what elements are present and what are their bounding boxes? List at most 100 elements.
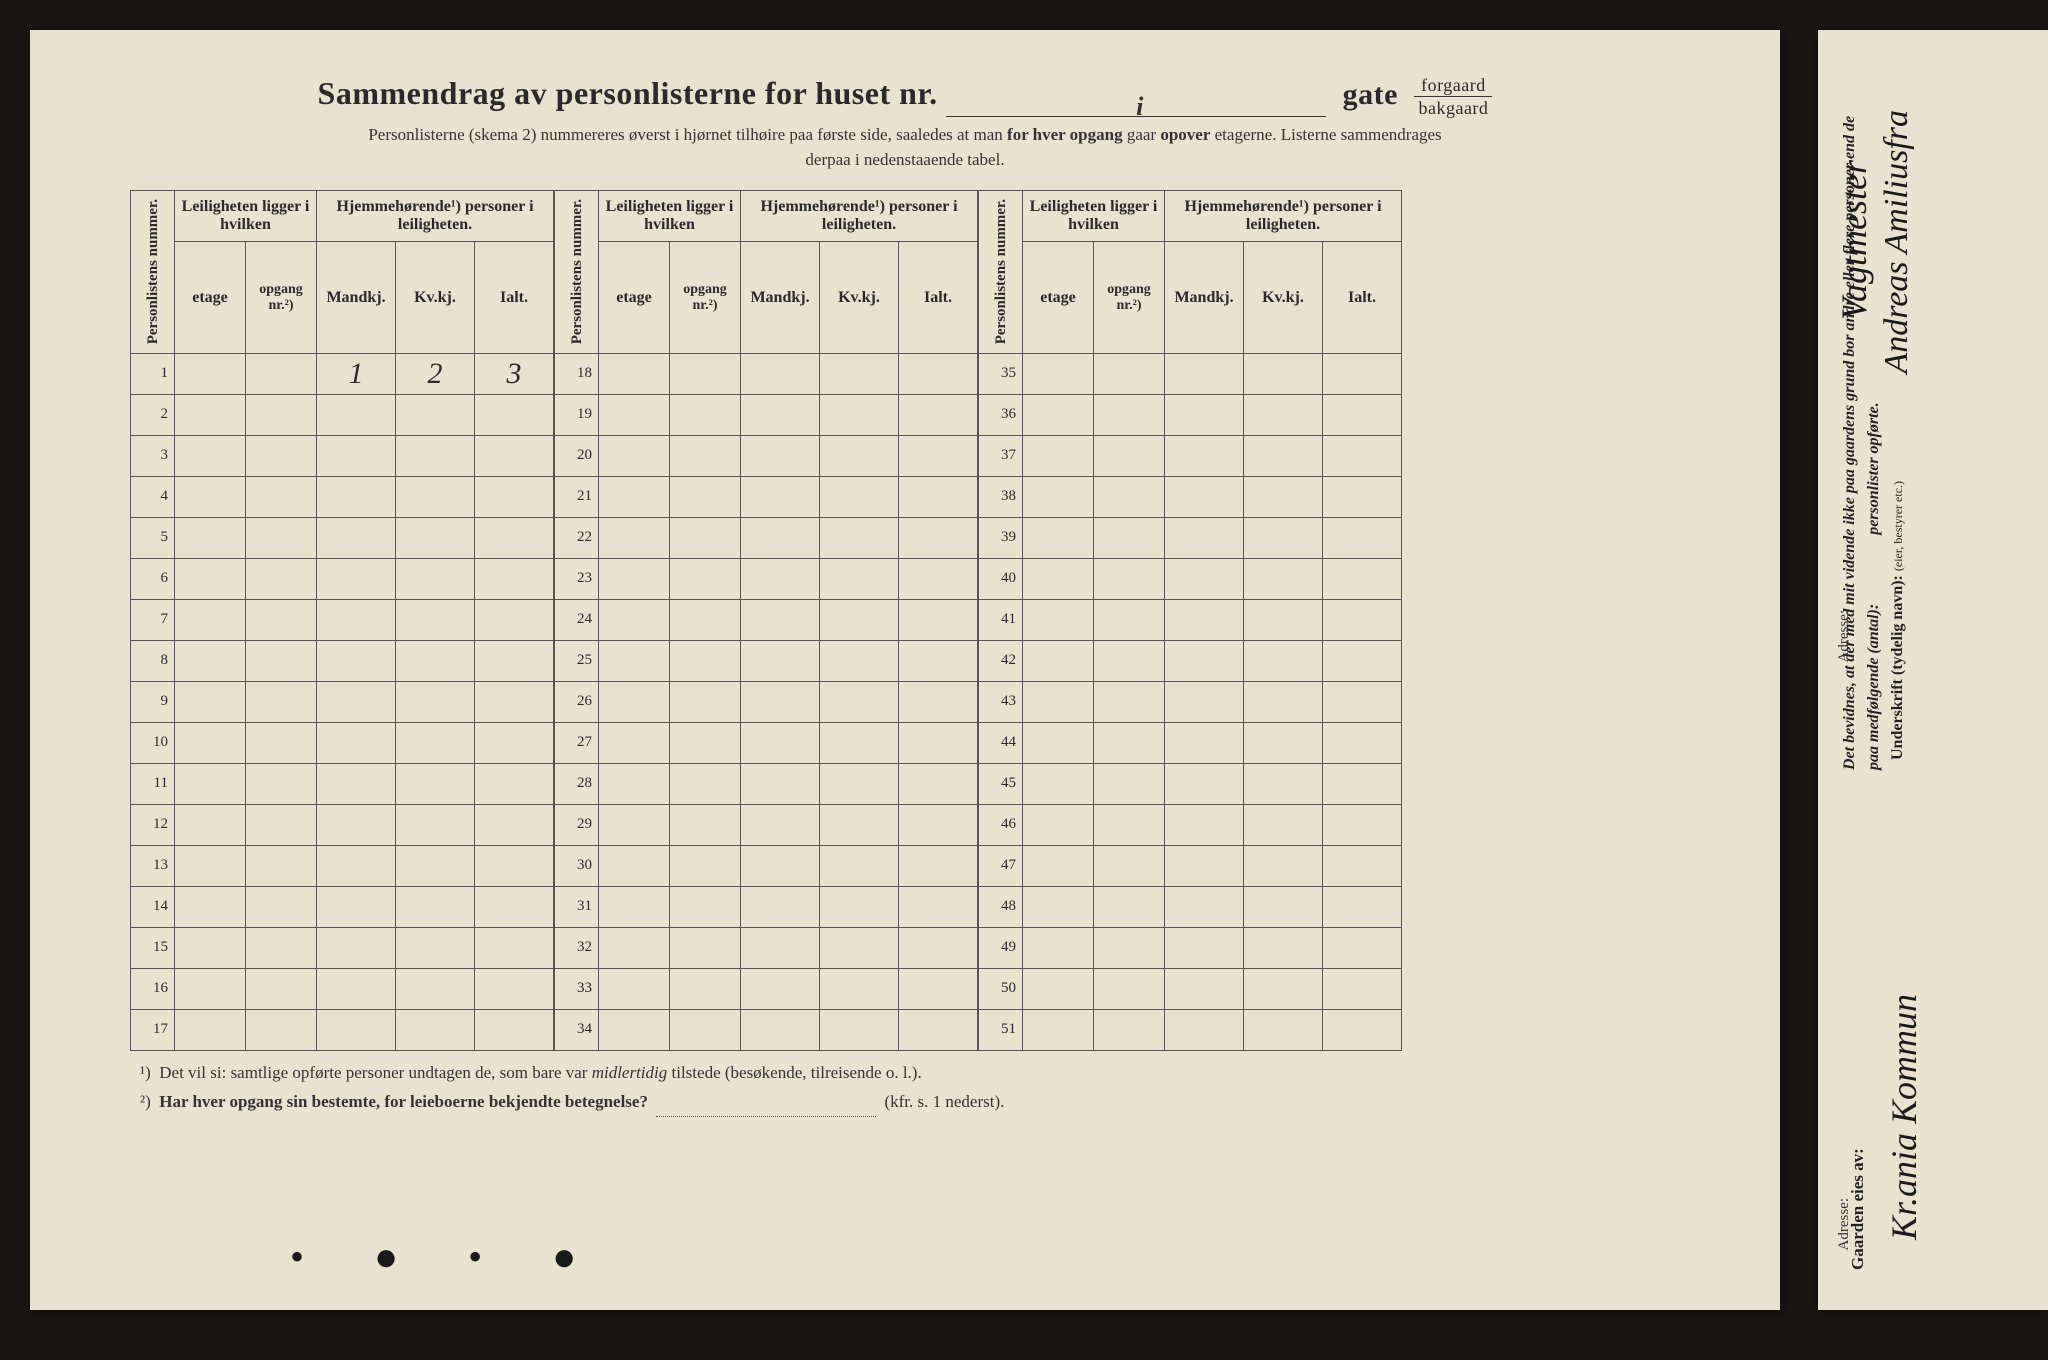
cell-ialt — [475, 886, 554, 927]
cell-opgang — [1094, 968, 1165, 1009]
cell-mandkj — [741, 722, 820, 763]
row-number: 25 — [555, 640, 599, 681]
row-number: 31 — [555, 886, 599, 927]
cell-kvkj — [820, 476, 899, 517]
cell-kvkj — [396, 804, 475, 845]
row-number: 8 — [131, 640, 175, 681]
cell-etage — [599, 681, 670, 722]
cell-kvkj — [1244, 763, 1323, 804]
row-number: 49 — [979, 927, 1023, 968]
cell-etage — [175, 353, 246, 394]
cell-mandkj — [1165, 886, 1244, 927]
cell-etage — [1023, 804, 1094, 845]
cell-kvkj — [1244, 681, 1323, 722]
col-opgang: opgang nr.²) — [670, 242, 741, 353]
cell-opgang — [1094, 353, 1165, 394]
title-prefix: Sammendrag av personlisterne for huset n… — [318, 75, 938, 111]
cell-ialt — [475, 435, 554, 476]
table-row: 36 — [979, 394, 1402, 435]
cell-ialt — [899, 599, 978, 640]
cell-kvkj — [1244, 353, 1323, 394]
cell-etage — [599, 517, 670, 558]
cell-kvkj — [820, 394, 899, 435]
cell-kvkj — [820, 640, 899, 681]
cell-ialt — [475, 927, 554, 968]
cell-kvkj — [820, 558, 899, 599]
footnote-2: ²) Har hver opgang sin bestemte, for lei… — [140, 1088, 1700, 1117]
table-row: 16 — [131, 968, 554, 1009]
cell-ialt — [1323, 558, 1402, 599]
cell-mandkj — [1165, 1009, 1244, 1050]
col-kvkj: Kv.kj. — [396, 242, 475, 353]
col-etage: etage — [599, 242, 670, 353]
cell-ialt — [1323, 845, 1402, 886]
cell-opgang — [670, 558, 741, 599]
row-number: 9 — [131, 681, 175, 722]
cell-etage — [1023, 640, 1094, 681]
cell-ialt — [899, 681, 978, 722]
cell-etage — [175, 394, 246, 435]
cell-etage — [599, 394, 670, 435]
cell-kvkj — [396, 599, 475, 640]
underskrift-label: Underskrift (tydelig navn): — [1889, 575, 1906, 760]
cell-kvkj — [820, 968, 899, 1009]
row-number: 12 — [131, 804, 175, 845]
cell-ialt — [899, 927, 978, 968]
cell-kvkj — [396, 763, 475, 804]
sub-b1: for hver opgang — [1007, 125, 1123, 144]
cell-mandkj — [317, 804, 396, 845]
cell-kvkj — [396, 435, 475, 476]
table-row: 30 — [555, 845, 978, 886]
cell-kvkj — [396, 517, 475, 558]
cell-ialt — [899, 435, 978, 476]
row-number: 46 — [979, 804, 1023, 845]
adresse-2: Adresse: — [1836, 1198, 1853, 1251]
table-row: 40 — [979, 558, 1402, 599]
cell-kvkj — [396, 968, 475, 1009]
row-number: 42 — [979, 640, 1023, 681]
cell-mandkj — [741, 927, 820, 968]
table-row: 14 — [131, 886, 554, 927]
cell-ialt — [475, 599, 554, 640]
row-number: 45 — [979, 763, 1023, 804]
cell-kvkj — [820, 927, 899, 968]
row-number: 43 — [979, 681, 1023, 722]
fn1-tail: tilstede (besøkende, tilreisende o. l.). — [667, 1063, 921, 1082]
col-mandkj: Mandkj. — [1165, 242, 1244, 353]
row-number: 32 — [555, 927, 599, 968]
cell-ialt — [899, 353, 978, 394]
side-panel: Det bevidnes, at der med mit vidende ikk… — [1818, 30, 2048, 1310]
cell-kvkj — [1244, 394, 1323, 435]
cell-opgang — [246, 640, 317, 681]
cell-mandkj — [317, 517, 396, 558]
cell-opgang — [246, 886, 317, 927]
table-row: 11 — [131, 763, 554, 804]
tables-row: Personlistens nummer. Leiligheten ligger… — [130, 190, 1710, 1050]
table-row: 1 1 2 3 — [131, 353, 554, 394]
cell-etage — [1023, 845, 1094, 886]
cell-etage — [1023, 558, 1094, 599]
table-row: 41 — [979, 599, 1402, 640]
table-row: 25 — [555, 640, 978, 681]
cell-ialt — [475, 1009, 554, 1050]
cell-opgang — [1094, 886, 1165, 927]
cell-mandkj — [741, 517, 820, 558]
fn1-italic: midlertidig — [592, 1063, 668, 1082]
cell-opgang — [1094, 599, 1165, 640]
cell-ialt — [899, 476, 978, 517]
cell-etage — [175, 558, 246, 599]
cell-ialt — [475, 517, 554, 558]
cell-mandkj — [1165, 968, 1244, 1009]
row-number: 18 — [555, 353, 599, 394]
cell-opgang — [670, 640, 741, 681]
table-row: 3 — [131, 435, 554, 476]
fn1-text: Det vil si: samtlige opførte personer un… — [159, 1063, 591, 1082]
row-number: 7 — [131, 599, 175, 640]
cell-opgang — [1094, 804, 1165, 845]
cell-opgang — [670, 476, 741, 517]
cell-mandkj — [741, 1009, 820, 1050]
cell-mandkj — [317, 722, 396, 763]
cell-mandkj — [1165, 722, 1244, 763]
row-number: 37 — [979, 435, 1023, 476]
cell-kvkj — [396, 640, 475, 681]
